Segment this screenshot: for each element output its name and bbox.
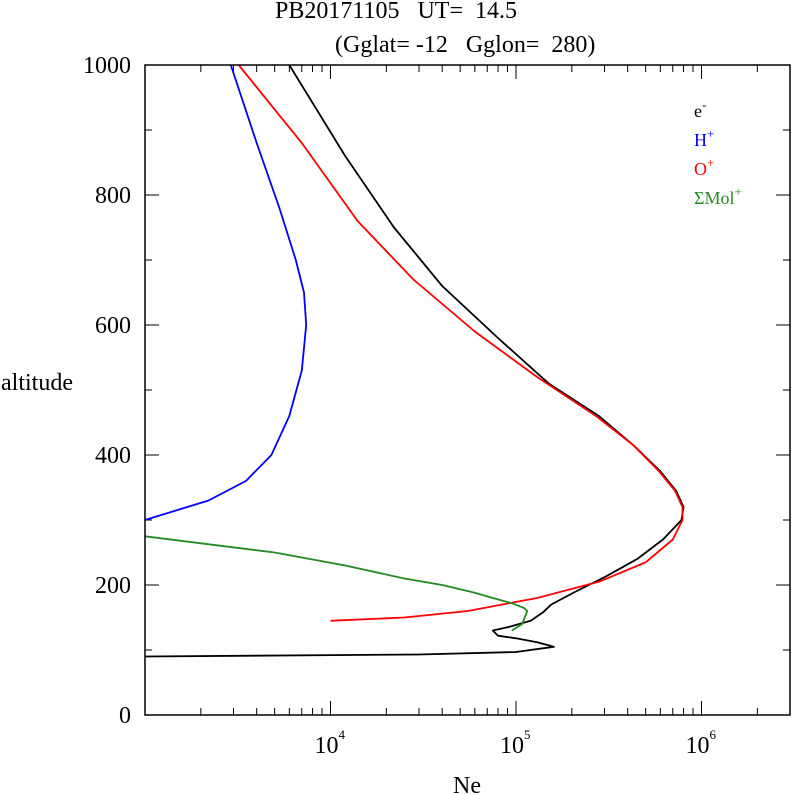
y-tick-label: 400 — [95, 443, 131, 469]
y-tick-label: 1000 — [83, 53, 131, 79]
x-tick-label: 10 — [314, 733, 338, 759]
series-line-0 — [144, 64, 685, 658]
x-tick-label-exponent: 5 — [524, 727, 531, 742]
x-tick-label: 10 — [685, 733, 709, 759]
y-axis-label: altitude — [1, 370, 73, 396]
x-tick-label: 10 — [500, 733, 524, 759]
y-tick-label: 800 — [95, 183, 131, 209]
y-tick-label: 600 — [95, 313, 131, 339]
x-axis-label: Ne — [453, 773, 481, 795]
series-line-1 — [144, 64, 308, 521]
chart-title-line2: (Gglat= -12 Gglon= 280) — [335, 32, 595, 58]
legend: e- H+ O+ ΣMol+ — [694, 97, 742, 208]
legend-entry-0: e- — [694, 97, 706, 121]
plot-frame — [144, 64, 791, 716]
y-tick-label: 200 — [95, 573, 131, 599]
series-line-2 — [238, 64, 684, 622]
chart-title-line1: PB20171105 UT= 14.5 — [275, 0, 517, 24]
x-tick-label-exponent: 4 — [338, 727, 345, 742]
legend-entry-1: H+ — [694, 126, 714, 150]
y-tick-label: 0 — [119, 703, 131, 729]
legend-entry-2: O+ — [694, 155, 714, 179]
legend-entry-3: ΣMol+ — [694, 184, 742, 208]
series-line-3 — [144, 535, 529, 632]
x-tick-label-exponent: 6 — [709, 727, 716, 742]
